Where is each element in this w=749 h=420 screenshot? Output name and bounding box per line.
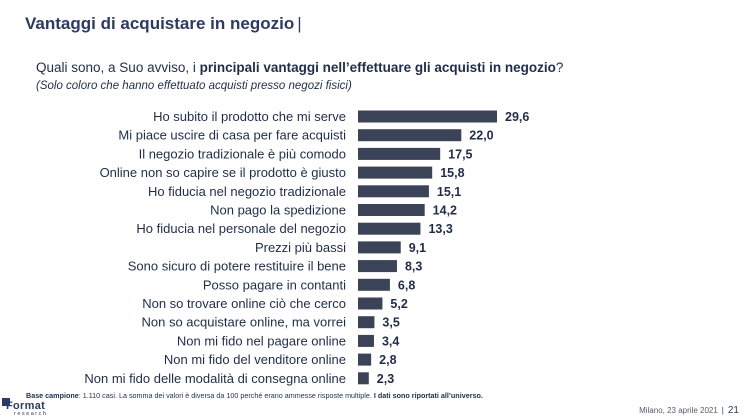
value-label: 15,8 — [440, 166, 464, 180]
value-label: 15,1 — [437, 185, 461, 199]
category-label: Ho subito il prodotto che mi serve — [153, 109, 346, 124]
question-post: ? — [555, 60, 564, 75]
category-label: Non so trovare online ciò che cerco — [142, 296, 346, 311]
bar — [358, 185, 429, 198]
value-label: 2,3 — [377, 372, 394, 386]
value-label: 22,0 — [469, 129, 493, 143]
category-label: Sono sicuro di potere restituire il bene — [128, 259, 346, 274]
bar — [358, 222, 421, 235]
value-label: 9,1 — [409, 241, 426, 255]
title-cursor: | — [297, 14, 302, 33]
category-label: Online non so capire se il prodotto è gi… — [100, 165, 346, 180]
value-label: 14,2 — [433, 204, 457, 218]
value-label: 13,3 — [428, 222, 452, 236]
bar — [358, 334, 374, 347]
bar — [358, 372, 369, 385]
footer-separator: | — [721, 406, 724, 415]
value-label: 8,3 — [405, 260, 422, 274]
logo-square-icon — [2, 398, 10, 406]
category-label: Non mi fido delle modalità di consegna o… — [84, 371, 346, 386]
bar — [358, 204, 425, 216]
format-research-logo: Format research — [2, 398, 72, 420]
bar — [358, 241, 401, 254]
value-label: 3,5 — [382, 316, 399, 330]
bar — [358, 110, 497, 123]
base-bold: I dati sono riportati all’universo. — [373, 391, 483, 400]
page-title-text: Vantaggi di acquistare in negozio — [25, 14, 295, 33]
footer-right: Milano, 23 aprile 2021 | 21 — [639, 405, 739, 416]
value-label: 3,4 — [382, 334, 399, 348]
value-label: 29,6 — [505, 110, 529, 124]
page-number: 21 — [727, 405, 739, 416]
category-label: Non so acquistare online, ma vorrei — [142, 315, 347, 330]
category-label: Posso pagare in contanti — [203, 277, 346, 292]
category-label: Prezzi più bassi — [255, 240, 346, 255]
logo-sub: research — [14, 411, 48, 417]
base-label: Base campione — [26, 391, 79, 400]
survey-question: Quali sono, a Suo avviso, i principali v… — [36, 60, 563, 75]
category-label: Non pago la spedizione — [210, 203, 346, 218]
category-label: Il negozio tradizionale è più comodo — [139, 146, 346, 161]
bar — [358, 260, 397, 273]
value-label: 2,8 — [379, 353, 396, 367]
bar — [358, 316, 375, 329]
category-label: Ho fiducia nel negozio tradizionale — [148, 184, 346, 199]
bar — [358, 278, 390, 291]
category-label: Mi piace uscire di casa per fare acquist… — [118, 128, 346, 143]
bar — [358, 147, 441, 160]
question-pre: Quali sono, a Suo avviso, i — [36, 60, 200, 75]
bar — [358, 297, 383, 310]
base-text: : 1.110 casi. La somma dei valori è dive… — [78, 391, 374, 400]
logo-word: Format — [6, 400, 46, 412]
value-label: 6,8 — [398, 278, 415, 292]
value-label: 5,2 — [390, 297, 407, 311]
bar — [358, 166, 433, 179]
survey-subnote: (Solo coloro che hanno effettuato acquis… — [36, 80, 352, 92]
bar — [358, 353, 372, 366]
sample-base-note: Base campione: 1.110 casi. La somma dei … — [26, 391, 483, 400]
category-label: Ho fiducia nel personale del negozio — [136, 221, 346, 236]
category-label: Non mi fido nel pagare online — [177, 333, 346, 348]
category-label: Non mi fido del venditore online — [164, 352, 346, 367]
value-label: 17,5 — [448, 147, 472, 161]
place-date: Milano, 23 aprile 2021 — [639, 406, 718, 415]
bar — [358, 129, 462, 142]
question-bold: principali vantaggi nell’effettuare gli … — [199, 60, 556, 75]
page-title: Vantaggi di acquistare in negozio | — [25, 14, 302, 34]
